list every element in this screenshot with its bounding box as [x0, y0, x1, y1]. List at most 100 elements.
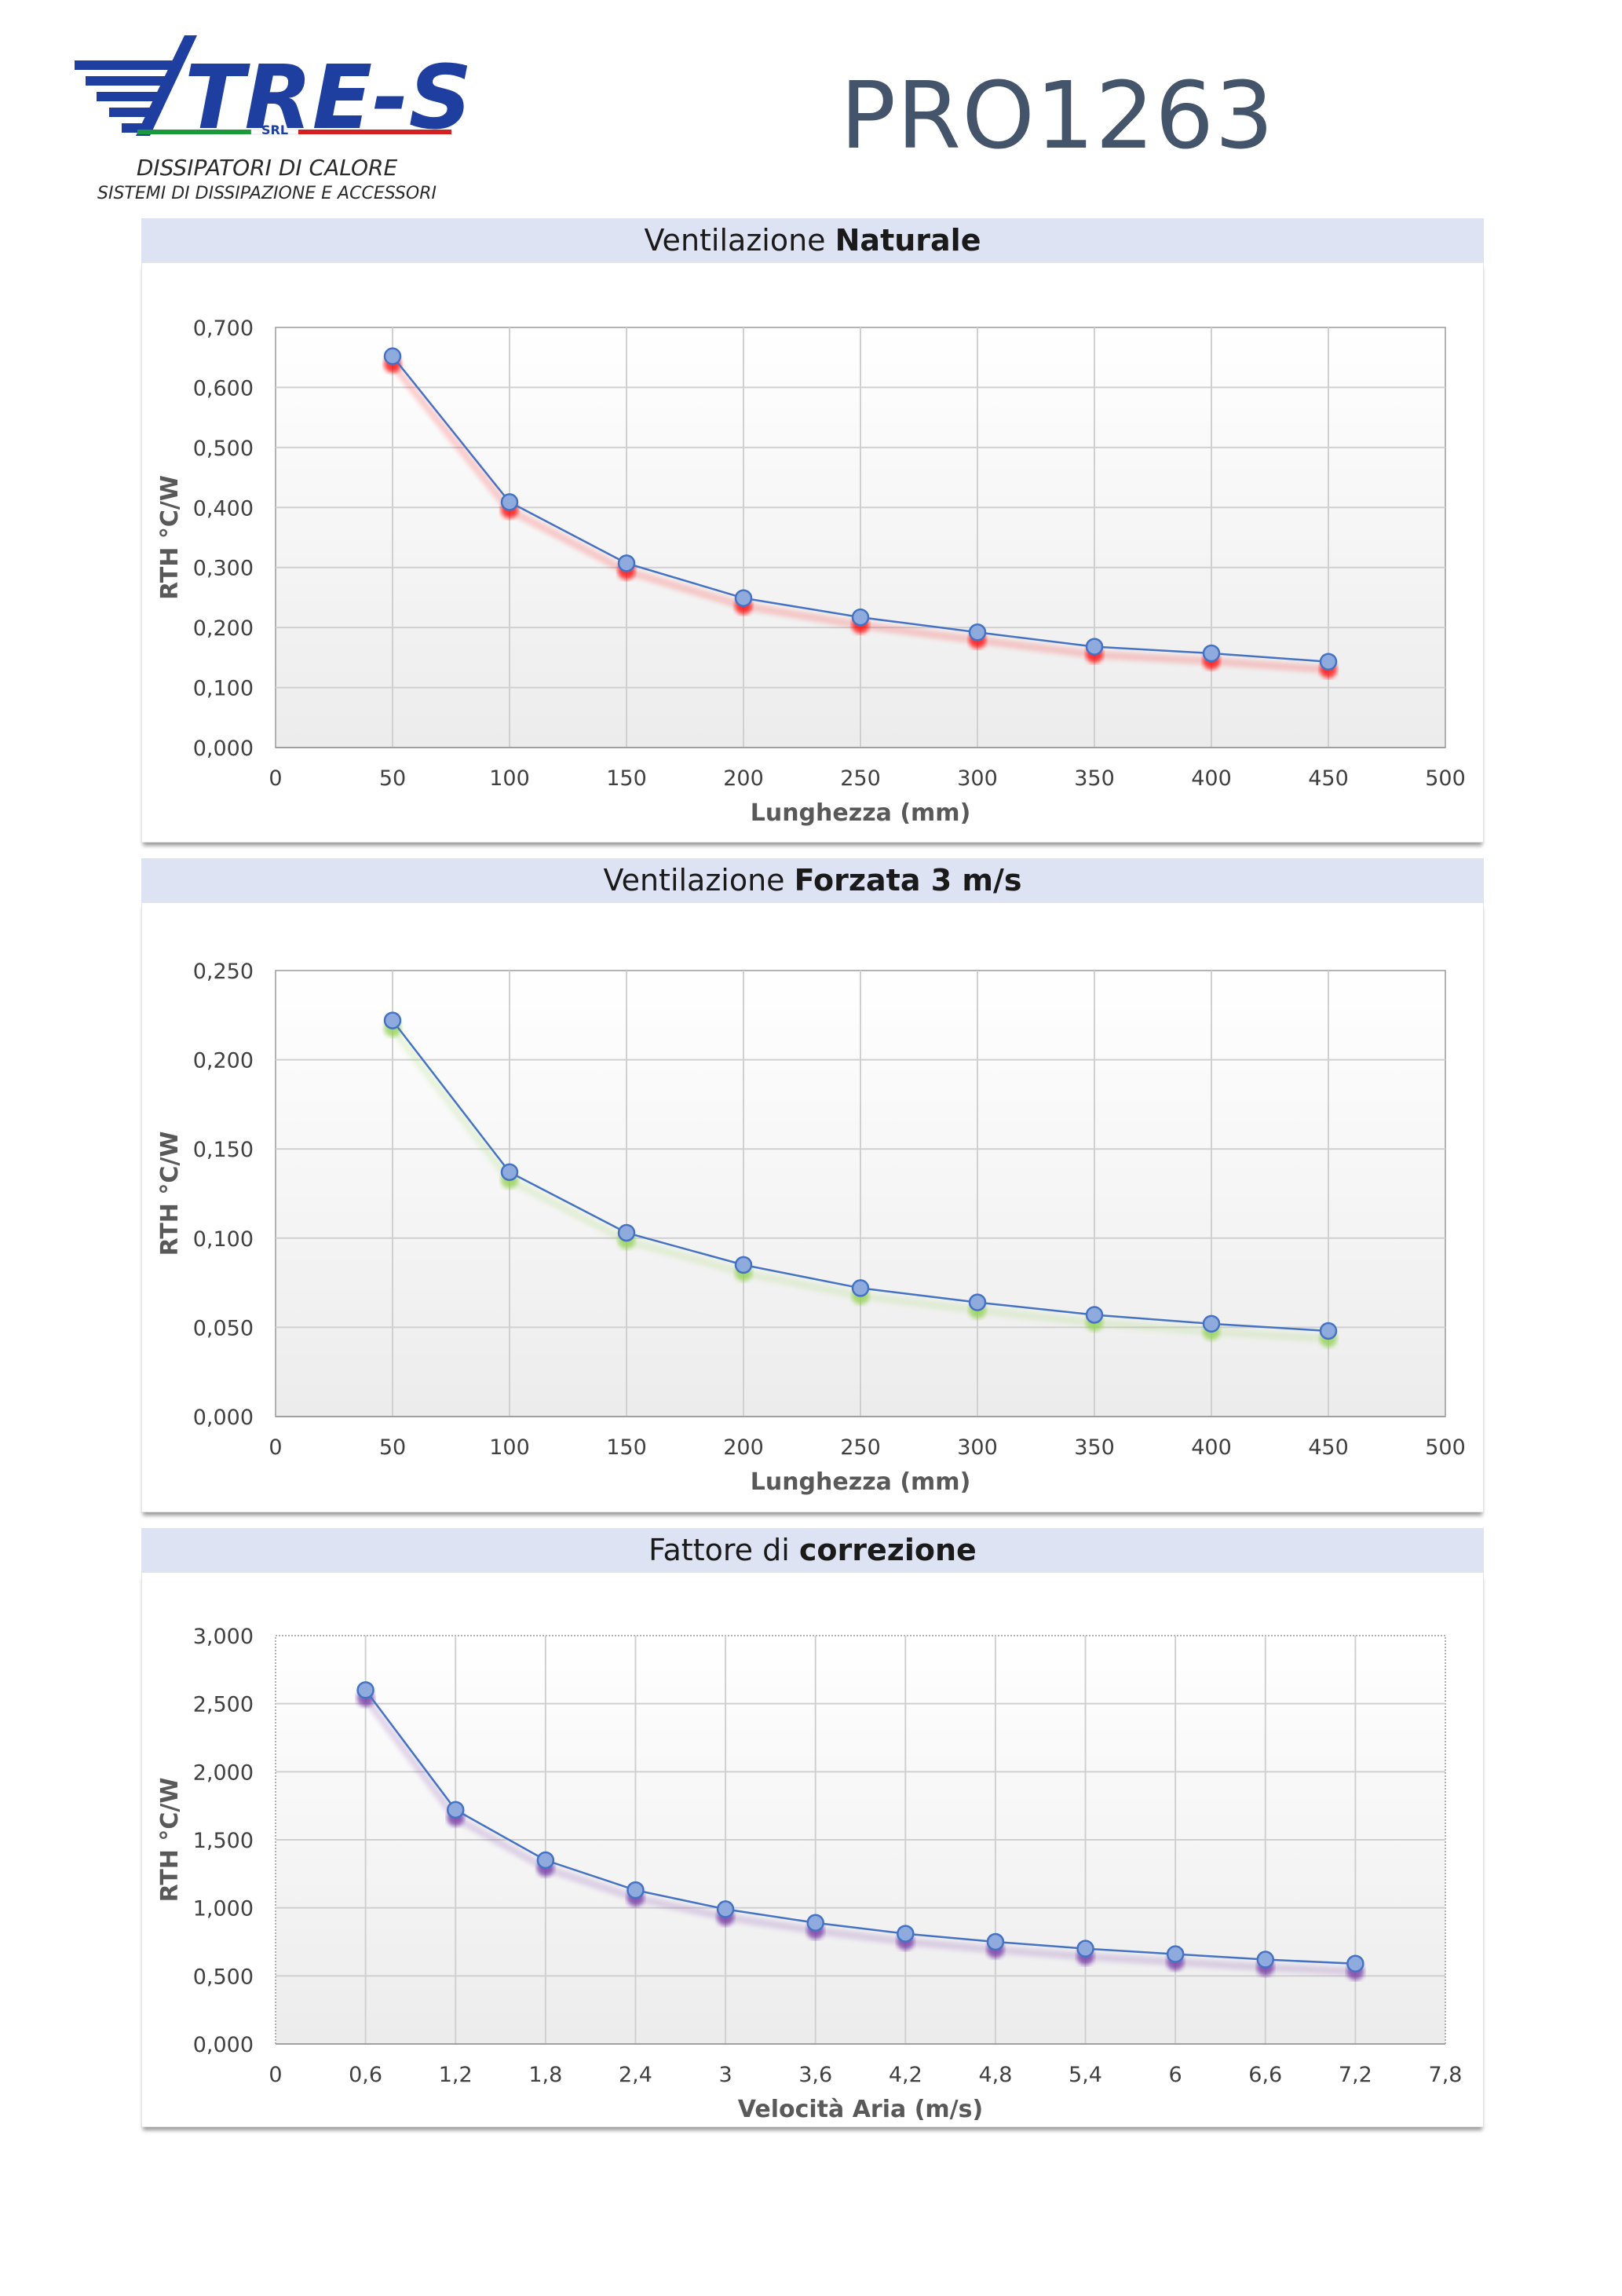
x-tick-label: 1,2	[439, 2063, 473, 2087]
x-tick-label: 500	[1425, 766, 1466, 791]
x-tick-label: 150	[606, 1435, 647, 1460]
panel-forced-ventilation: Ventilazione Forzata 3 m/s 0,000 0,050 0,1…	[141, 858, 1484, 1512]
y-tick-label: 0,600	[193, 376, 254, 400]
x-tick-label: 0	[269, 766, 282, 791]
y-tick-label: 0,700	[193, 316, 254, 341]
x-tick-label: 100	[489, 766, 530, 791]
y-tick-label: 0,200	[193, 1049, 254, 1073]
chart-correction-factor: 0,000 0,500 1,000 1,500 2,000 2,500 3,000 0 0,6 1…	[156, 1625, 1463, 2123]
data-point	[1202, 644, 1221, 663]
x-tick-label: 7,8	[1429, 2063, 1463, 2087]
chart-body: 0,000 0,500 1,000 1,500 2,000 2,500 3,000 0 0,6 1…	[141, 1572, 1484, 2127]
y-axis-label: RTH °C/W	[156, 1132, 184, 1256]
x-tick-label: 50	[379, 1435, 406, 1460]
chart-natural-ventilation: 0,000 0,100 0,200 0,300 0,400 0,500 0,600 0,700…	[156, 316, 1466, 827]
data-point	[806, 1914, 824, 1932]
data-point	[716, 1900, 735, 1918]
x-tick-label: 400	[1191, 766, 1232, 791]
logo-stripe-green	[137, 130, 251, 134]
y-tick-label: 0,100	[193, 1227, 254, 1252]
x-tick-label: 500	[1425, 1435, 1466, 1460]
y-tick-label: 0,500	[193, 1965, 254, 1989]
y-tick-label: 0,050	[193, 1316, 254, 1340]
data-point	[356, 1681, 374, 1699]
panel-correction-factor: Fattore di correzione 0,000 0,500 1,000 1,5…	[141, 1528, 1484, 2127]
data-point	[1085, 638, 1104, 656]
data-point	[1202, 1314, 1221, 1333]
x-tick-label: 250	[840, 766, 881, 791]
data-point	[1346, 1954, 1364, 1972]
data-point	[383, 1011, 402, 1029]
y-tick-label: 0,000	[193, 2033, 254, 2057]
data-point	[1256, 1951, 1275, 1969]
x-tick-label: 100	[489, 1435, 530, 1460]
data-point	[1166, 1945, 1185, 1963]
data-point	[617, 554, 636, 572]
x-tick-label: 150	[606, 766, 647, 791]
panel-title: Ventilazione Naturale	[141, 218, 1484, 262]
x-tick-label: 350	[1074, 1435, 1115, 1460]
y-tick-label: 0,500	[193, 437, 254, 461]
x-tick-label: 7,2	[1339, 2063, 1372, 2087]
data-point	[968, 1293, 987, 1311]
data-point	[1319, 653, 1338, 671]
x-tick-label: 6	[1169, 2063, 1182, 2087]
chart-body: 0,000 0,100 0,200 0,300 0,400 0,500 0,600 0,700…	[141, 262, 1484, 843]
data-point	[617, 1223, 636, 1242]
y-tick-label: 0,150	[193, 1138, 254, 1162]
y-tick-label: 0,200	[193, 616, 254, 641]
logo-suffix: SRL	[261, 122, 288, 137]
x-tick-label: 1,8	[528, 2063, 562, 2087]
series-line	[364, 1689, 1356, 1965]
data-point	[1319, 1322, 1338, 1340]
y-tick-label: 3,000	[193, 1625, 254, 1649]
data-point	[986, 1932, 1005, 1951]
company-logo: TRE-S SRL DISSIPATORI DI CALORE SISTEMI …	[75, 35, 472, 203]
chart-body: 0,000 0,050 0,100 0,150 0,200 0,250 0 50 100 150 2…	[141, 902, 1484, 1512]
y-tick-label: 0,400	[193, 496, 254, 521]
document-code: PRO1263	[840, 61, 1275, 170]
data-point	[500, 1163, 519, 1181]
x-tick-label: 450	[1308, 766, 1349, 791]
data-point	[627, 1881, 645, 1899]
y-tick-label: 1,500	[193, 1829, 254, 1853]
y-tick-label: 0,000	[193, 1406, 254, 1430]
x-tick-label: 0	[269, 1435, 282, 1460]
chart-forced-ventilation: 0,000 0,050 0,100 0,150 0,200 0,250 0 50 100 150 2…	[156, 960, 1466, 1496]
x-tick-label: 4,8	[978, 2063, 1012, 2087]
x-axis-label: Velocità Aria (m/s)	[738, 2096, 983, 2122]
data-point	[968, 623, 987, 642]
logo-line1: DISSIPATORI DI CALORE	[137, 155, 398, 181]
x-tick-label: 300	[957, 1435, 998, 1460]
panel-title-bold: Forzata 3 m/s	[794, 863, 1022, 898]
x-tick-label: 200	[723, 1435, 764, 1460]
panel-natural-ventilation: Ventilazione Naturale 0,000 0,100 0,200 0,3…	[141, 218, 1484, 843]
panel-title: Fattore di correzione	[141, 1528, 1484, 1572]
data-point	[734, 589, 753, 607]
data-point	[1076, 1940, 1094, 1958]
data-point	[500, 493, 519, 511]
x-tick-label: 350	[1074, 766, 1115, 791]
data-point	[536, 1851, 555, 1870]
x-tick-label: 450	[1308, 1435, 1349, 1460]
x-tick-label: 250	[840, 1435, 881, 1460]
x-tick-label: 6,6	[1248, 2063, 1282, 2087]
x-axis-label: Lunghezza (mm)	[751, 1468, 971, 1496]
x-tick-label: 5,4	[1069, 2063, 1102, 2087]
panel-title-plain: Ventilazione	[644, 223, 835, 258]
y-tick-label: 0,300	[193, 557, 254, 581]
x-tick-label: 4,2	[889, 2063, 922, 2087]
logo-stripe-red	[298, 130, 451, 134]
series-glow-line	[362, 1695, 1356, 1976]
x-tick-label: 300	[957, 766, 998, 791]
logo-wing-mark	[75, 35, 197, 136]
data-point	[851, 1279, 870, 1297]
y-axis-label: RTH °C/W	[156, 475, 184, 600]
y-tick-label: 2,500	[193, 1693, 254, 1717]
y-tick-label: 1,000	[193, 1897, 254, 1921]
data-point	[446, 1801, 465, 1819]
y-tick-label: 2,000	[193, 1760, 254, 1785]
y-tick-label: 0,250	[193, 960, 254, 984]
x-tick-label: 400	[1191, 1435, 1232, 1460]
panel-title-plain: Ventilazione	[603, 863, 795, 898]
